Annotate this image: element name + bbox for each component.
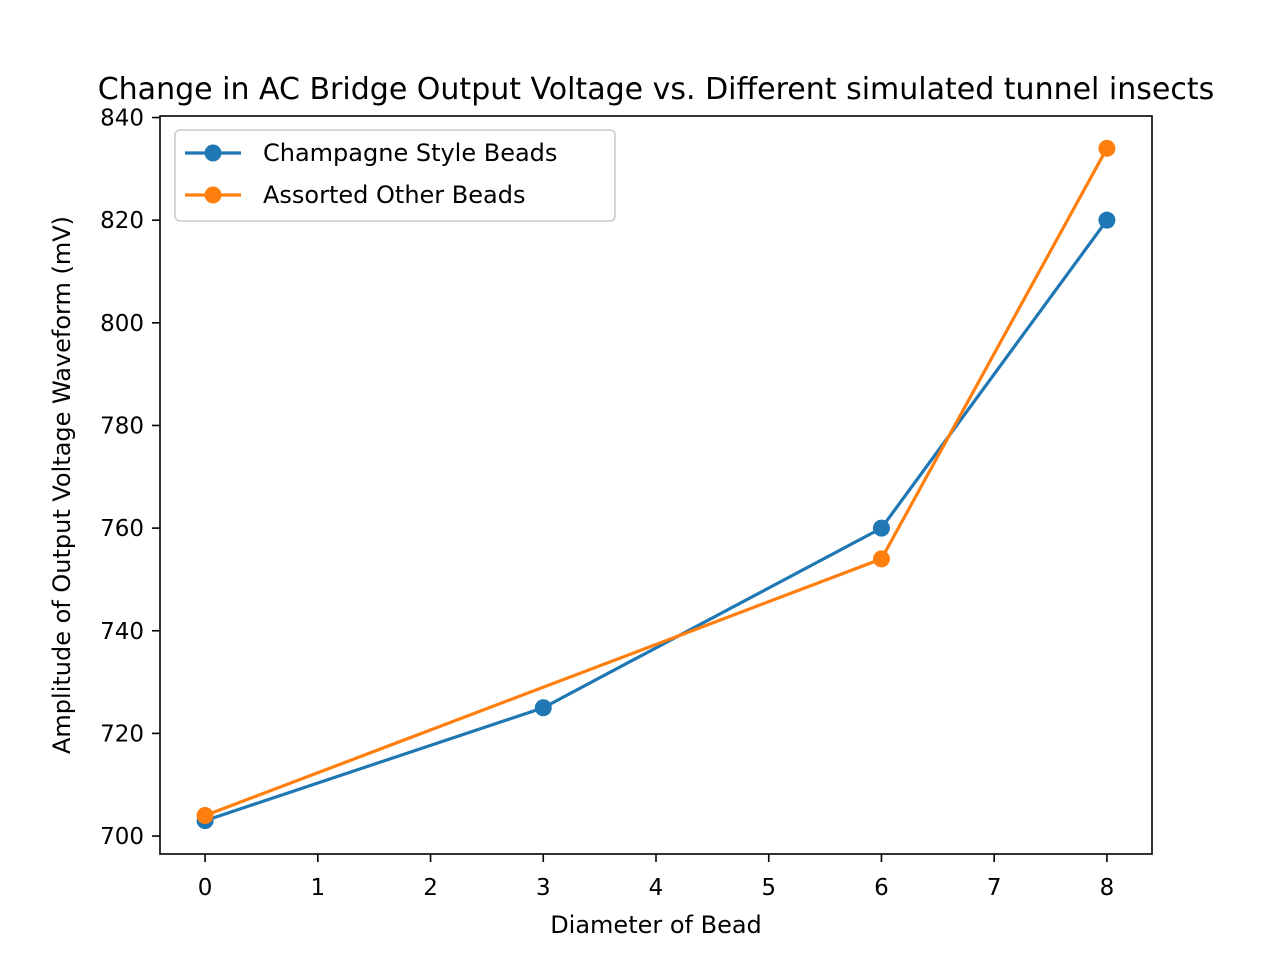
x-axis: 0 1 2 3 4 5 6 7 8 [198,854,1114,901]
legend-marker-1 [204,144,222,162]
series-1-point [872,519,890,537]
y-axis: 700 720 740 760 780 800 820 840 [100,106,160,850]
series-line-2 [204,147,1109,818]
series-layer [196,139,1116,830]
y-tick-label: 780 [100,413,144,439]
legend-label-1: Champagne Style Beads [263,139,557,167]
series-2-point [1098,139,1116,157]
legend-items: Champagne Style Beads Assorted Other Bead… [185,139,557,209]
plot-frame [159,115,1153,855]
x-tick-label: 6 [874,875,889,901]
y-tick-label: 720 [100,721,144,747]
y-tick-label: 740 [100,619,144,645]
series-1-point [1098,211,1116,229]
legend-label-2: Assorted Other Beads [263,181,525,209]
x-tick-label: 2 [423,875,438,901]
chart-title: Change in AC Bridge Output Voltage vs. D… [98,72,1215,107]
x-tick-label: 7 [987,875,1002,901]
legend-box [174,129,616,222]
legend: Champagne Style Beads Assorted Other Bead… [174,129,616,222]
x-tick-label: 8 [1100,875,1115,901]
y-axis-label: Amplitude of Output Voltage Waveform (mV… [48,216,76,754]
y-tick-label: 840 [100,106,144,132]
series-1-point [534,699,552,717]
x-tick-label: 5 [761,875,776,901]
legend-marker-2 [204,186,222,204]
x-tick-label: 3 [536,875,551,901]
x-axis-label: Diameter of Bead [550,911,762,939]
y-tick-label: 700 [100,824,144,850]
y-tick-label: 760 [100,516,144,542]
x-tick-label: 0 [198,875,213,901]
series-line-1 [204,219,1109,823]
y-tick-label: 820 [100,208,144,234]
x-tick-label: 4 [649,875,664,901]
series-2-point [872,550,890,568]
y-tick-label: 800 [100,311,144,337]
plot-area [159,115,1153,855]
x-tick-label: 1 [310,875,325,901]
series-2-point [196,807,214,825]
